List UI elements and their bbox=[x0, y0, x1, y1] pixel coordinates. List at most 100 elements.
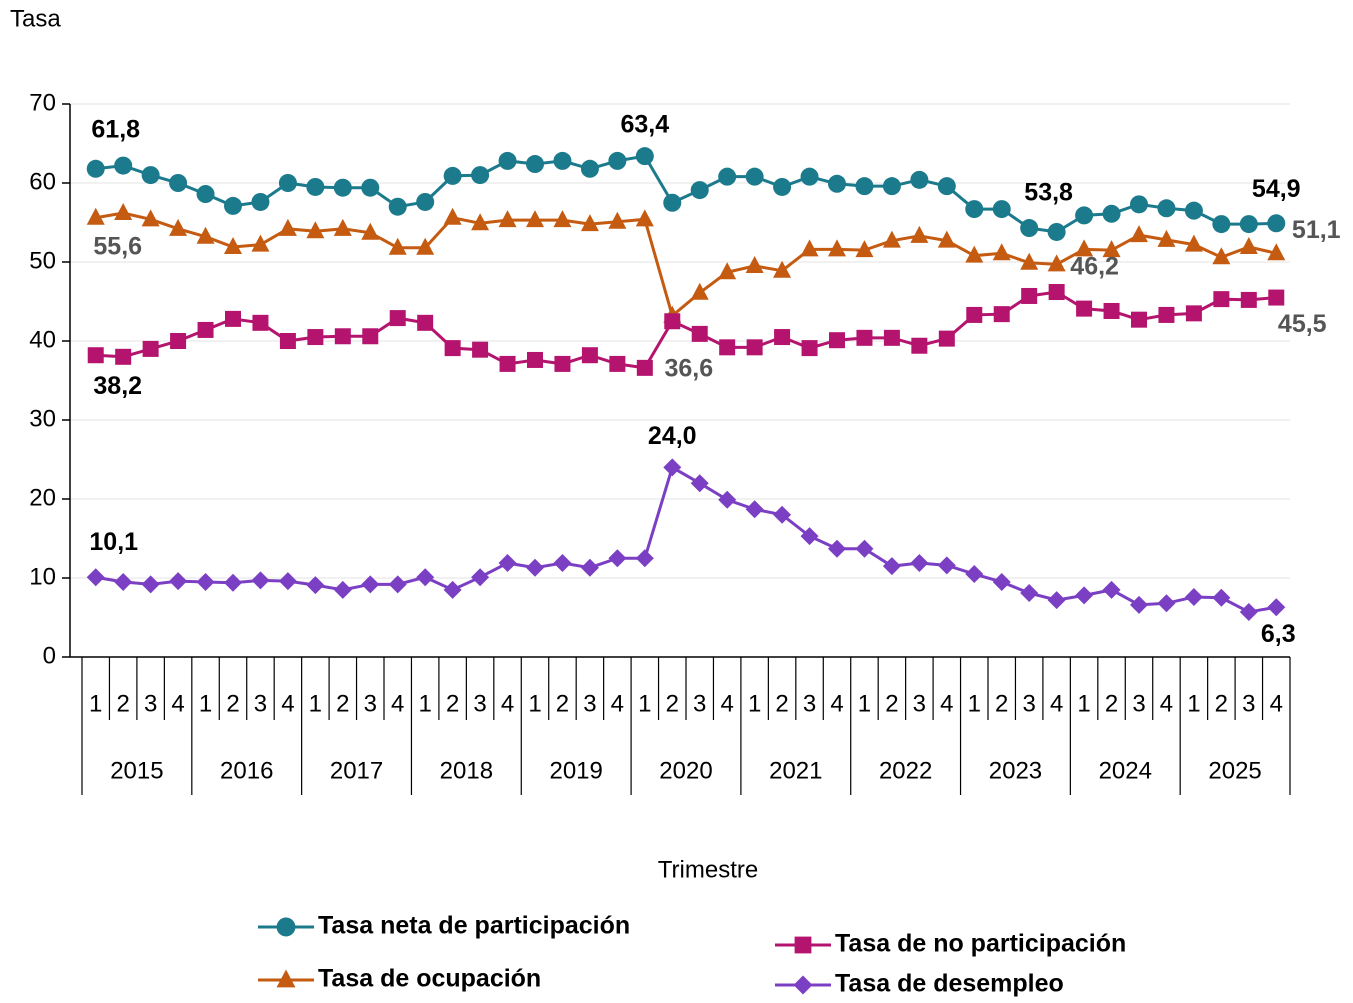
marker bbox=[1020, 219, 1039, 238]
x-tick-label: 2 bbox=[995, 690, 1008, 717]
marker bbox=[526, 210, 544, 228]
marker bbox=[142, 340, 159, 357]
x-tick-label: 4 bbox=[391, 690, 404, 717]
marker bbox=[1239, 215, 1258, 234]
marker bbox=[745, 167, 764, 186]
marker bbox=[443, 580, 462, 599]
marker bbox=[388, 575, 407, 594]
marker bbox=[937, 177, 956, 196]
data-label: 46,2 bbox=[1070, 253, 1119, 281]
marker bbox=[498, 553, 517, 572]
data-label: 38,2 bbox=[93, 372, 142, 400]
series-line bbox=[95, 154, 1277, 234]
marker bbox=[800, 527, 819, 546]
marker bbox=[1213, 291, 1230, 308]
y-tick-label: 30 bbox=[29, 405, 56, 432]
marker bbox=[1102, 240, 1121, 258]
marker bbox=[910, 170, 929, 189]
marker bbox=[937, 556, 956, 575]
x-tick-label: 4 bbox=[1160, 690, 1173, 717]
x-tick-label: 3 bbox=[693, 690, 706, 717]
marker bbox=[86, 159, 105, 178]
marker bbox=[719, 339, 736, 356]
marker bbox=[169, 572, 188, 591]
data-label: 24,0 bbox=[648, 422, 697, 450]
year-label: 2021 bbox=[769, 757, 822, 784]
x-tick-label: 2 bbox=[556, 690, 569, 717]
marker bbox=[1047, 222, 1066, 241]
x-axis-label: Trimestre bbox=[658, 856, 758, 883]
marker bbox=[527, 351, 543, 368]
series-line bbox=[95, 465, 1277, 614]
marker bbox=[1267, 214, 1286, 233]
marker bbox=[745, 255, 764, 273]
marker bbox=[828, 539, 846, 558]
marker bbox=[608, 211, 627, 229]
data-label: 6,3 bbox=[1261, 620, 1296, 648]
marker bbox=[882, 177, 901, 196]
marker bbox=[361, 222, 380, 240]
marker bbox=[1102, 580, 1121, 599]
marker bbox=[855, 177, 874, 196]
marker bbox=[828, 239, 846, 257]
marker bbox=[526, 558, 544, 577]
marker bbox=[691, 325, 708, 342]
marker bbox=[1048, 284, 1065, 301]
marker bbox=[910, 553, 929, 572]
marker bbox=[1240, 291, 1257, 308]
year-label: 2016 bbox=[220, 757, 273, 784]
marker bbox=[855, 240, 874, 258]
marker bbox=[417, 314, 434, 331]
x-tick-label: 1 bbox=[638, 690, 651, 717]
marker bbox=[444, 340, 461, 357]
marker bbox=[794, 936, 812, 954]
marker bbox=[938, 330, 955, 347]
y-tick-label: 70 bbox=[29, 89, 56, 116]
marker bbox=[718, 167, 737, 186]
x-tick-label: 3 bbox=[1242, 690, 1255, 717]
marker bbox=[774, 329, 791, 346]
x-tick-label: 1 bbox=[968, 690, 981, 717]
marker bbox=[443, 166, 462, 185]
marker bbox=[114, 156, 133, 175]
marker bbox=[306, 576, 325, 595]
marker bbox=[911, 337, 928, 354]
x-tick-label: 1 bbox=[1187, 690, 1200, 717]
marker bbox=[965, 245, 984, 263]
data-label: 61,8 bbox=[91, 115, 140, 143]
marker bbox=[553, 553, 572, 572]
marker bbox=[718, 490, 737, 509]
marker bbox=[580, 558, 599, 577]
marker bbox=[856, 329, 873, 346]
marker bbox=[251, 571, 270, 590]
x-tick-label: 3 bbox=[144, 690, 157, 717]
marker bbox=[855, 539, 874, 558]
marker bbox=[1212, 247, 1231, 265]
y-tick-label: 20 bbox=[29, 484, 56, 511]
marker bbox=[526, 155, 544, 174]
marker bbox=[251, 234, 270, 252]
marker bbox=[114, 203, 133, 221]
marker bbox=[636, 359, 653, 376]
marker bbox=[1158, 306, 1175, 323]
marker bbox=[1075, 586, 1094, 605]
marker bbox=[224, 573, 242, 592]
year-label: 2023 bbox=[989, 757, 1042, 784]
marker bbox=[86, 207, 105, 225]
year-label: 2024 bbox=[1099, 757, 1152, 784]
marker bbox=[664, 313, 681, 330]
x-tick-label: 1 bbox=[528, 690, 541, 717]
marker bbox=[1239, 236, 1258, 254]
year-label: 2017 bbox=[330, 757, 383, 784]
marker bbox=[388, 237, 407, 255]
marker bbox=[224, 236, 242, 254]
marker bbox=[773, 505, 792, 524]
marker bbox=[276, 917, 296, 937]
marker bbox=[965, 200, 984, 219]
x-tick-label: 2 bbox=[1105, 690, 1118, 717]
x-tick-label: 1 bbox=[1077, 690, 1090, 717]
marker bbox=[443, 207, 462, 225]
marker bbox=[197, 321, 214, 338]
marker bbox=[965, 565, 984, 584]
marker bbox=[388, 197, 407, 216]
